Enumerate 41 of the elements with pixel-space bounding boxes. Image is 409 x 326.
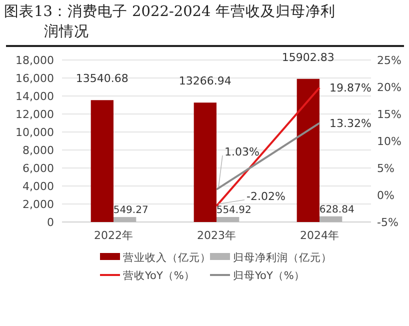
- data-label: 13.32%: [330, 117, 372, 130]
- y2-tick-label: 5%: [377, 162, 394, 175]
- y2-tick-label: 15%: [377, 108, 402, 121]
- bar: [320, 216, 342, 222]
- y-tick-label: 0: [47, 216, 54, 229]
- y-tick-label: 2,000: [22, 198, 54, 211]
- y-tick-label: 4,000: [22, 180, 54, 193]
- x-tick-label: 2024年: [300, 229, 339, 242]
- bar: [296, 78, 320, 222]
- y-tick-label: 12,000: [16, 108, 54, 121]
- y2-tick-label: 20%: [377, 81, 402, 94]
- legend-label: 营收YoY（%）: [123, 269, 195, 282]
- y-tick-label: 6,000: [22, 162, 54, 175]
- data-label: 15902.83: [282, 50, 334, 64]
- data-label: 554.92: [216, 205, 252, 216]
- data-label: 549.27: [113, 205, 148, 216]
- y2-tick-label: -5%: [377, 216, 398, 229]
- x-tick-label: 2022年: [94, 229, 133, 242]
- y-tick-label: 8,000: [22, 144, 54, 157]
- bar: [216, 217, 240, 222]
- y-tick-label: 18,000: [16, 54, 54, 67]
- legend-label: 归母YoY（%）: [233, 269, 305, 282]
- data-label: 1.03%: [224, 145, 260, 158]
- y-tick-label: 14,000: [16, 90, 54, 103]
- chart-title: 图表13：消费电子 2022-2024 年营收及归母净利润情况: [4, 3, 336, 40]
- data-label: -2.02%: [246, 190, 286, 203]
- y2-tick-label: 10%: [377, 135, 402, 148]
- legend-label: 归母净利润（亿元）: [233, 251, 332, 264]
- y-tick-label: 10,000: [16, 126, 54, 139]
- bar: [90, 100, 114, 222]
- y-tick-label: 16,000: [16, 72, 54, 85]
- data-label: 628.84: [319, 204, 354, 216]
- data-label: 13540.68: [76, 72, 128, 86]
- data-label: 19.87%: [330, 82, 372, 95]
- legend-label: 营业收入（亿元）: [123, 251, 211, 264]
- y2-tick-label: 0%: [377, 189, 394, 202]
- x-tick-label: 2023年: [197, 229, 236, 242]
- bar: [194, 102, 216, 222]
- data-label: 13266.94: [178, 74, 232, 88]
- bar: [114, 217, 136, 222]
- y2-tick-label: 25%: [377, 54, 402, 67]
